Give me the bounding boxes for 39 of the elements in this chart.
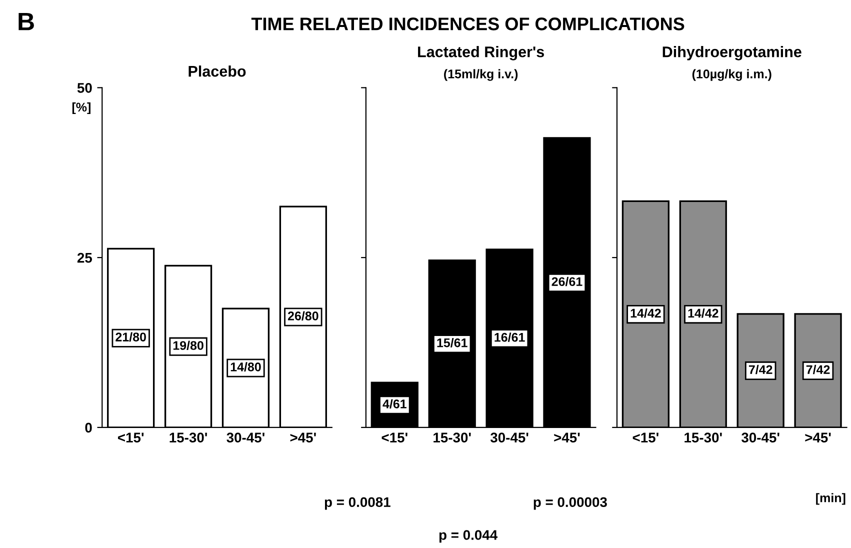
chart-subtitle: (15ml/kg i.v.) <box>444 69 518 81</box>
data-label: 26/80 <box>288 311 318 320</box>
text: p = 0.00003 <box>534 497 607 510</box>
chart-title: Lactated Ringer's <box>418 46 544 60</box>
x-tick-label: 30-45' <box>490 432 528 443</box>
x-tick-label: 15-30' <box>434 432 471 443</box>
x-tick-label: 30-45' <box>741 432 780 443</box>
data-label: 14/42 <box>688 308 718 318</box>
y-tick-label: 50 <box>77 83 92 93</box>
data-label: 7/42 <box>806 364 830 374</box>
x-tick-label: 15-30' <box>170 432 207 443</box>
text: p = 0.0081 <box>324 497 390 510</box>
x-tick-label: <15' <box>632 432 658 443</box>
x-tick-label: 30-45' <box>226 432 264 443</box>
x-tick-label: <15' <box>382 432 408 443</box>
data-label: 16/61 <box>494 332 525 342</box>
data-label: 14/42 <box>630 308 661 318</box>
chart-title: Placebo <box>188 65 246 77</box>
data-label: 7/42 <box>748 364 772 374</box>
x-tick-label: 15-30' <box>684 432 722 443</box>
x-tick-label: >45' <box>805 432 831 443</box>
y-axis-title: [%] <box>72 102 90 114</box>
chart-subtitle: (10µg/kg i.m.) <box>692 69 772 81</box>
data-label: 19/80 <box>173 340 204 350</box>
chart-title: Dihydroergotamine <box>662 46 802 60</box>
data-label: 26/61 <box>552 276 582 286</box>
x-tick-label: <15' <box>118 432 144 443</box>
data-label: 4/61 <box>382 399 406 408</box>
data-label: 15/61 <box>437 338 468 348</box>
x-tick-label: >45' <box>290 432 316 443</box>
data-label: 14/80 <box>230 362 261 372</box>
y-tick-label: 25 <box>77 252 92 263</box>
text: TIME RELATED INCIDENCES OF COMPLICATIONS <box>251 18 684 30</box>
x-tick-label: >45' <box>554 432 580 443</box>
text: p = 0.044 <box>439 530 498 543</box>
data-label: 21/80 <box>116 332 146 342</box>
y-tick-label: 0 <box>85 422 92 433</box>
x-axis-title: [min] <box>816 493 846 505</box>
text: B <box>18 12 34 30</box>
